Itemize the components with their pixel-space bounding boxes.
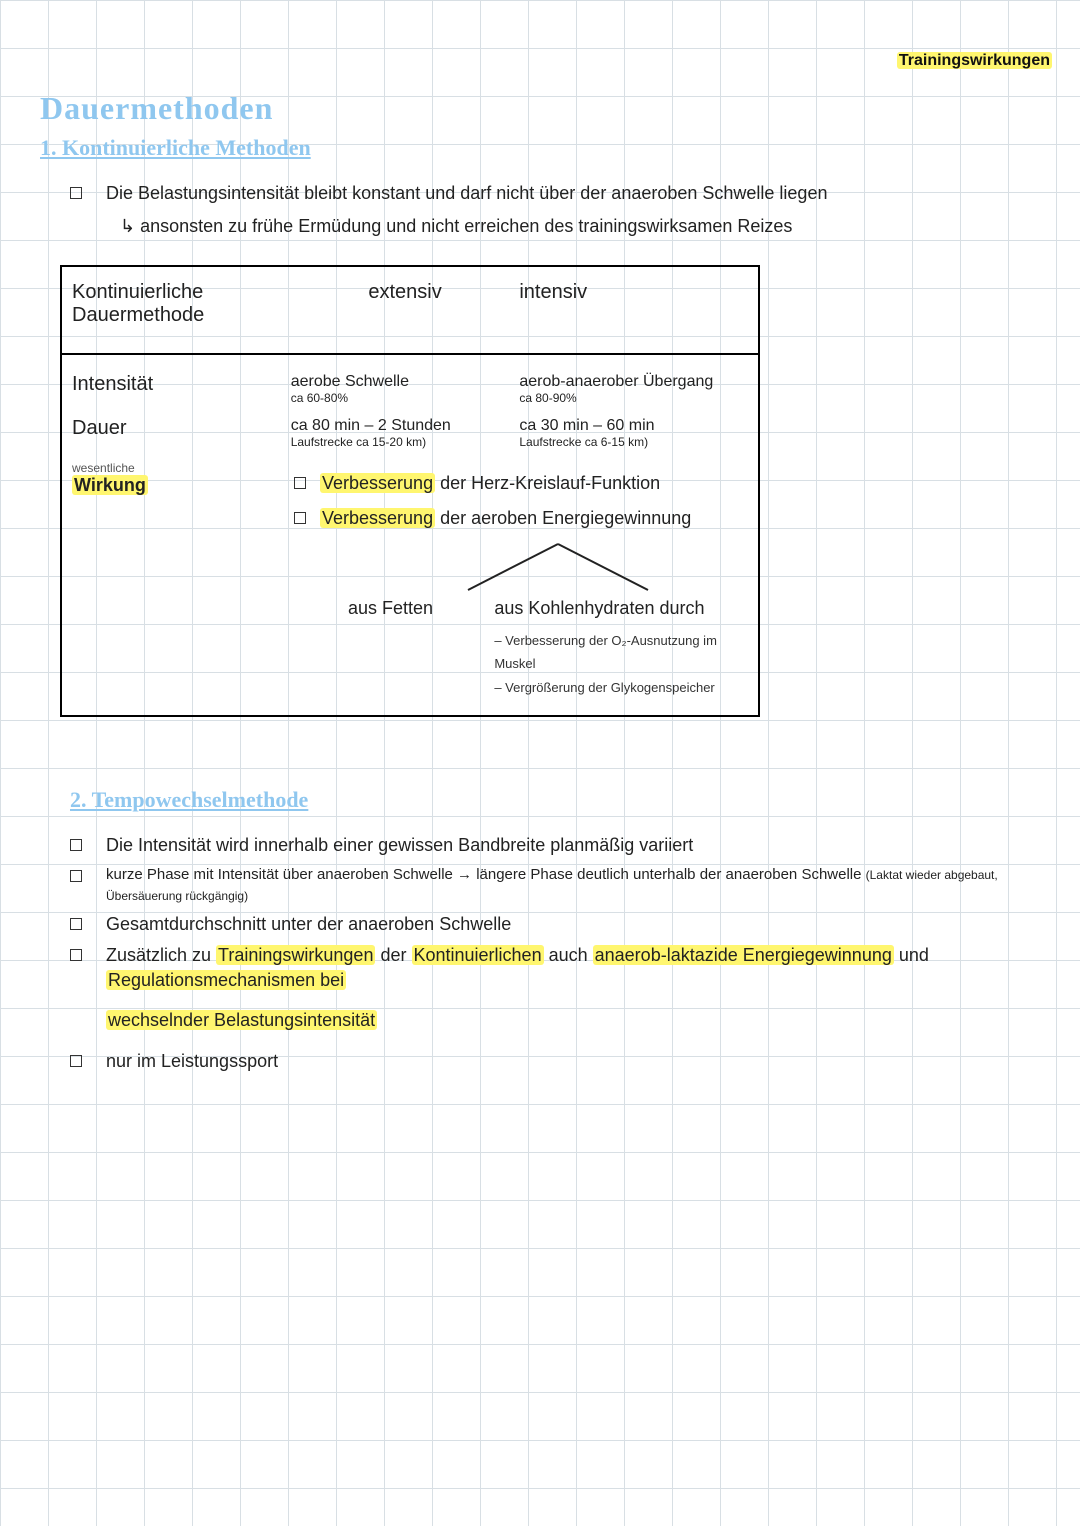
table-head-col2: extensiv	[291, 281, 520, 327]
page-title: Dauermethoden	[40, 90, 1050, 127]
s2-b4-mid3: und	[894, 945, 929, 965]
dauer-int-main: ca 30 min – 60 min	[519, 417, 748, 435]
notebook-page: Trainingswirkungen Dauermethoden 1. Kont…	[0, 0, 1080, 1526]
section-2-bullet-4: Zusätzlich zu Trainingswirkungen der Kon…	[70, 943, 1050, 1033]
dash-item-1: – Verbesserung der O₂-Ausnutzung im Musk…	[494, 629, 748, 676]
section-2-text-3: Gesamtdurchschnitt unter der anaeroben S…	[106, 912, 511, 937]
table-head-col1: Kontinuierliche Dauermethode	[72, 281, 291, 327]
branch-connector	[408, 542, 708, 592]
section-2: 2. Tempowechselmethode Die Intensität wi…	[30, 787, 1050, 1074]
section-1-bullet-1: Die Belastungsintensität bleibt konstant…	[70, 181, 1050, 206]
row-dauer-label: Dauer	[72, 417, 291, 440]
s2-b4-mid2: auch	[544, 945, 593, 965]
dauer-ext-sub: Laufstrecke ca 15-20 km)	[291, 435, 520, 449]
table-head-col3: intensiv	[519, 281, 748, 327]
s2-b4-h3: anaerob-laktazide Energiegewinnung	[593, 945, 894, 965]
checkbox-icon	[70, 870, 82, 882]
s2-b4-pre: Zusätzlich zu	[106, 945, 216, 965]
section-2-bullet-2: kurze Phase mit Intensität über anaerobe…	[70, 864, 1050, 906]
checkbox-icon	[70, 187, 82, 199]
section-1-subtext: ↳ ansonsten zu frühe Ermüdung und nicht …	[120, 216, 1050, 237]
page-tag: Trainingswirkungen	[897, 52, 1052, 70]
section-2-text-5: nur im Leistungssport	[106, 1049, 278, 1074]
wirkung-b2-rest: der aeroben Energiegewinnung	[435, 508, 691, 528]
s2-b4-mid1: der	[375, 945, 411, 965]
table-row-wirkung: wesentliche Wirkung Verbesserung der Her…	[72, 455, 748, 705]
checkbox-icon	[70, 839, 82, 851]
row-intensitaet-label: Intensität	[72, 373, 291, 396]
wirkung-bullet-1: Verbesserung der Herz-Kreislauf-Funktion	[294, 471, 748, 496]
wirkung-label-hl: Wirkung	[72, 475, 148, 495]
section-2-heading: 2. Tempowechselmethode	[70, 787, 1050, 813]
intensitaet-ext-sub: ca 60-80%	[291, 391, 520, 405]
dauer-ext-main: ca 80 min – 2 Stunden	[291, 417, 520, 435]
energy-sources: aus Fetten aus Kohlenhydraten durch – Ve…	[288, 596, 748, 699]
dauermethode-table: Kontinuierliche Dauermethode extensiv in…	[60, 265, 760, 717]
wirkung-b2-hl: Verbesserung	[320, 508, 435, 528]
table-head-row: Kontinuierliche Dauermethode extensiv in…	[62, 267, 758, 353]
intensitaet-int-main: aerob-anaerober Übergang	[519, 373, 748, 391]
s2-b4-h2: Kontinuierlichen	[412, 945, 544, 965]
section-2-bullet-1: Die Intensität wird innerhalb einer gewi…	[70, 833, 1050, 858]
section-1-heading: 1. Kontinuierliche Methoden	[40, 135, 1050, 161]
section-1-text-1: Die Belastungsintensität bleibt konstant…	[106, 181, 827, 206]
section-2-text-2a: kurze Phase mit Intensität über anaerobe…	[106, 866, 866, 883]
s2-b4-line2: wechselnder Belastungsintensität	[106, 1010, 377, 1030]
section-2-bullet-3: Gesamtdurchschnitt unter der anaeroben S…	[70, 912, 1050, 937]
intensitaet-int-sub: ca 80-90%	[519, 391, 748, 405]
wirkung-b1-rest: der Herz-Kreislauf-Funktion	[435, 473, 660, 493]
section-2-text-1: Die Intensität wird innerhalb einer gewi…	[106, 833, 693, 858]
checkbox-icon	[70, 1055, 82, 1067]
dauer-int-sub: Laufstrecke ca 6-15 km)	[519, 435, 748, 449]
checkbox-icon	[294, 477, 306, 489]
s2-b4-h1: Trainingswirkungen	[216, 945, 375, 965]
wirkung-bullet-2: Verbesserung der aeroben Energiegewinnun…	[294, 506, 748, 531]
source-right: aus Kohlenhydraten durch	[494, 596, 748, 621]
page-tag-text: Trainingswirkungen	[897, 52, 1052, 69]
section-2-bullet-5: nur im Leistungssport	[70, 1049, 1050, 1074]
checkbox-icon	[294, 512, 306, 524]
intensitaet-ext-main: aerobe Schwelle	[291, 373, 520, 391]
checkbox-icon	[70, 949, 82, 961]
s2-b4-h4: Regulationsmechanismen bei	[106, 970, 346, 990]
table-row-dauer: Dauer ca 80 min – 2 Stunden Laufstrecke …	[72, 411, 748, 455]
wirkung-b1-hl: Verbesserung	[320, 473, 435, 493]
checkbox-icon	[70, 918, 82, 930]
dash-item-2: – Vergrößerung der Glykogenspeicher	[494, 676, 748, 699]
table-row-intensitaet: Intensität aerobe Schwelle ca 60-80% aer…	[72, 355, 748, 411]
source-left: aus Fetten	[348, 596, 494, 621]
wirkung-small-label: wesentliche	[72, 461, 288, 475]
